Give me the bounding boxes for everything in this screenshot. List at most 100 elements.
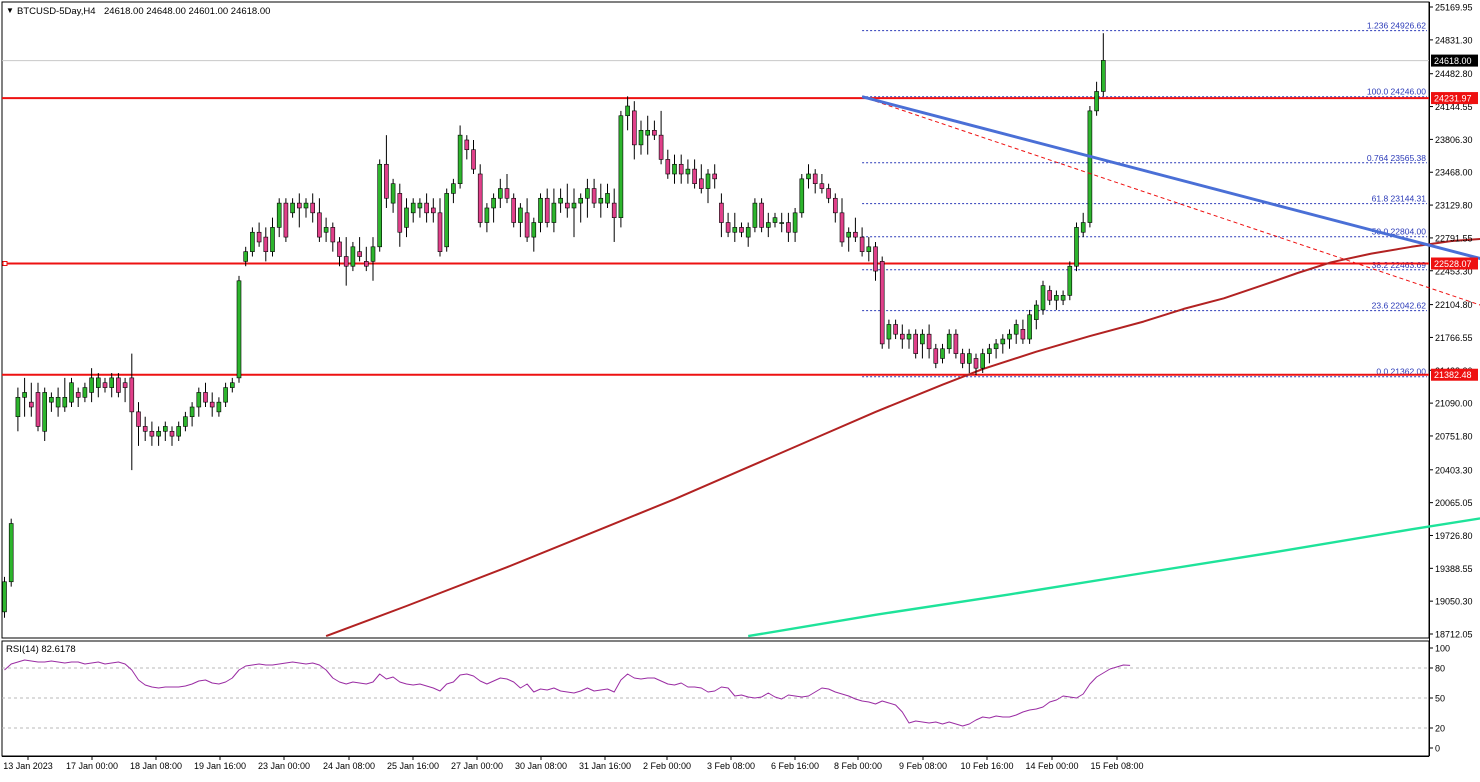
candle-body (256, 231, 262, 243)
candle-body (692, 168, 697, 184)
time-axis-label: 19 Jan 16:00 (194, 761, 246, 771)
ohlc-values: 24618.00 24648.00 24601.00 24618.00 (104, 6, 270, 17)
level-price-tag (1431, 368, 1478, 381)
candle-body (826, 188, 831, 199)
candle-body (250, 231, 255, 252)
candle-body (35, 392, 41, 427)
price-axis-label: 23806.30 (1435, 135, 1473, 145)
candle-body (384, 163, 389, 199)
candle-body (1054, 295, 1059, 301)
time-axis-label: 27 Jan 00:00 (451, 761, 503, 771)
time-axis-label: 10 Feb 16:00 (960, 761, 1013, 771)
candle-body (1094, 91, 1099, 112)
candle-body (477, 173, 483, 223)
candle-body (189, 406, 195, 418)
rsi-axis-label: 80 (1435, 664, 1445, 674)
candle-body (42, 392, 48, 432)
candle-body (611, 202, 617, 218)
candle-body (96, 377, 101, 388)
time-axis-label: 9 Feb 08:00 (899, 761, 947, 771)
candle-body (585, 188, 590, 199)
candle-body (511, 197, 517, 223)
candle-body (658, 134, 664, 160)
candle-body (591, 188, 597, 204)
candle-body (772, 217, 778, 223)
candle-body (270, 227, 275, 252)
candle-body (953, 333, 959, 354)
candle-body (1074, 227, 1079, 267)
candle-body (913, 333, 919, 354)
candle-body (799, 178, 805, 214)
candle-body (377, 163, 383, 248)
candle-body (1027, 314, 1032, 340)
last-price-tag (1431, 54, 1478, 67)
candle-body (899, 333, 905, 340)
candle-body (129, 377, 135, 413)
candle-body (672, 163, 677, 175)
time-axis-label: 23 Jan 00:00 (258, 761, 310, 771)
candle-body (1000, 338, 1006, 345)
candle-body (82, 387, 88, 398)
candle-body (980, 353, 986, 369)
candle-body (765, 222, 771, 228)
candle-body (290, 202, 295, 214)
candle-body (350, 246, 356, 267)
price-axis-label: 25169.95 (1435, 3, 1473, 13)
candle-body (752, 202, 758, 228)
candle-body (323, 227, 329, 233)
time-axis-label: 15 Feb 08:00 (1090, 761, 1143, 771)
time-axis-label: 6 Feb 16:00 (771, 761, 819, 771)
candle-body (343, 256, 349, 267)
candle-body (196, 392, 202, 408)
candle-body (605, 193, 610, 204)
rsi-axis-label: 20 (1435, 724, 1445, 734)
candle-body (203, 392, 208, 403)
candle-body (183, 416, 188, 427)
price-axis-label: 19726.80 (1435, 531, 1473, 541)
candle-body (946, 333, 952, 350)
candle-body (296, 202, 302, 209)
price-axis-label: 21766.55 (1435, 333, 1473, 343)
fib-level-label: 23.6 22042.62 (1372, 301, 1427, 311)
candle-body (759, 202, 764, 228)
candle-body (618, 115, 624, 218)
level-price-tag-label: 21382.48 (1434, 370, 1472, 380)
candle-body (685, 168, 691, 175)
candle-body (779, 222, 785, 224)
candle-body (993, 343, 999, 350)
candle-body (678, 163, 684, 175)
candle-body (390, 183, 396, 204)
candle-body (705, 173, 711, 189)
fib-level-label: 38.2 22463.69 (1372, 260, 1427, 270)
time-axis-label: 8 Feb 00:00 (834, 761, 882, 771)
candle-body (745, 227, 751, 238)
candle-body (866, 246, 872, 252)
time-axis-label: 14 Feb 00:00 (1025, 761, 1078, 771)
candle-body (236, 280, 242, 379)
candle-body (645, 129, 651, 136)
candle-body (317, 212, 322, 238)
candle-body (169, 430, 175, 437)
price-axis-label: 18712.05 (1435, 630, 1473, 640)
candle-body (263, 236, 269, 252)
candle-body (330, 227, 336, 243)
candle-body (430, 207, 436, 214)
bearish-trendline (861, 95, 1480, 261)
candle-body (1020, 329, 1026, 340)
candle-body (28, 401, 34, 408)
candle-body (142, 426, 148, 432)
symbol-label: BTCUSD-5Day,H4 (17, 6, 95, 17)
candle-body (859, 236, 865, 252)
candle-body (156, 430, 161, 437)
candle-body (504, 188, 510, 199)
candle-body (518, 207, 523, 223)
candle-body (886, 324, 892, 340)
rsi-axis-label: 0 (1435, 744, 1440, 754)
candle-body (524, 212, 530, 238)
time-axis-label: 2 Feb 00:00 (643, 761, 691, 771)
candle-body (893, 324, 898, 335)
fib-level-label: 100.0 24246.00 (1367, 87, 1426, 97)
